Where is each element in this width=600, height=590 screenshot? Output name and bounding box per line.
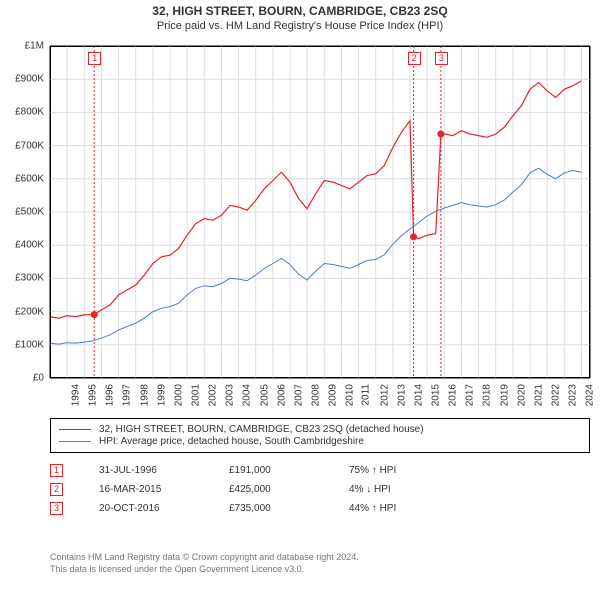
x-axis-label: 1997 bbox=[122, 384, 133, 406]
y-axis-label: £700K bbox=[0, 140, 44, 151]
x-axis-label: 2022 bbox=[550, 384, 561, 406]
legend-swatch bbox=[59, 441, 91, 442]
event-price: £191,000 bbox=[229, 465, 349, 476]
x-axis-label: 2000 bbox=[173, 384, 184, 406]
event-marker-3: 3 bbox=[435, 52, 448, 65]
x-axis-label: 2008 bbox=[310, 384, 321, 406]
y-axis-label: £100K bbox=[0, 339, 44, 350]
y-axis-label: £400K bbox=[0, 240, 44, 251]
legend-label: 32, HIGH STREET, BOURN, CAMBRIDGE, CB23 … bbox=[99, 424, 424, 435]
x-axis-label: 2004 bbox=[242, 384, 253, 406]
footer-line-2: This data is licensed under the Open Gov… bbox=[50, 564, 359, 576]
x-axis-label: 2018 bbox=[482, 384, 493, 406]
x-axis-label: 1999 bbox=[156, 384, 167, 406]
event-row-marker: 3 bbox=[50, 502, 63, 515]
legend-row: 32, HIGH STREET, BOURN, CAMBRIDGE, CB23 … bbox=[59, 424, 581, 435]
event-marker-1: 1 bbox=[88, 52, 101, 65]
x-axis-label: 2012 bbox=[379, 384, 390, 406]
event-date: 31-JUL-1996 bbox=[99, 465, 229, 476]
event-row: 2 16-MAR-2015£425,0004% ↓ HPI bbox=[50, 483, 469, 496]
x-axis-label: 2003 bbox=[225, 384, 236, 406]
x-axis-label: 2017 bbox=[465, 384, 476, 406]
event-pct: 75% ↑ HPI bbox=[349, 465, 469, 476]
event-row-marker: 2 bbox=[50, 483, 63, 496]
x-axis-label: 2016 bbox=[447, 384, 458, 406]
x-axis-label: 2001 bbox=[190, 384, 201, 406]
x-axis-label: 2024 bbox=[585, 384, 596, 406]
y-axis-label: £0 bbox=[0, 373, 44, 384]
x-axis-label: 2015 bbox=[430, 384, 441, 406]
x-axis-label: 2007 bbox=[293, 384, 304, 406]
x-axis-label: 2021 bbox=[533, 384, 544, 406]
event-pct: 4% ↓ HPI bbox=[349, 484, 469, 495]
legend-row: HPI: Average price, detached house, Sout… bbox=[59, 436, 581, 447]
y-axis-label: £200K bbox=[0, 306, 44, 317]
x-axis-label: 2005 bbox=[259, 384, 270, 406]
legend-swatch bbox=[59, 429, 91, 430]
x-axis-label: 2002 bbox=[207, 384, 218, 406]
x-axis-label: 2013 bbox=[396, 384, 407, 406]
x-axis-label: 1995 bbox=[87, 384, 98, 406]
y-axis-label: £600K bbox=[0, 173, 44, 184]
event-marker-2: 2 bbox=[408, 52, 421, 65]
y-axis-label: £300K bbox=[0, 273, 44, 284]
y-axis-label: £900K bbox=[0, 74, 44, 85]
x-axis-label: 2009 bbox=[327, 384, 338, 406]
event-row: 1 31-JUL-1996£191,00075% ↑ HPI bbox=[50, 464, 469, 477]
legend-box: 32, HIGH STREET, BOURN, CAMBRIDGE, CB23 … bbox=[50, 418, 590, 453]
x-axis-label: 2011 bbox=[361, 384, 372, 406]
event-row: 3 20-OCT-2016£735,00044% ↑ HPI bbox=[50, 502, 469, 515]
y-axis-label: £1M bbox=[0, 41, 44, 52]
x-axis-label: 1994 bbox=[70, 384, 81, 406]
x-axis-label: 2023 bbox=[567, 384, 578, 406]
x-axis-label: 2020 bbox=[516, 384, 527, 406]
x-axis-label: 2006 bbox=[276, 384, 287, 406]
event-pct: 44% ↑ HPI bbox=[349, 503, 469, 514]
event-price: £735,000 bbox=[229, 503, 349, 514]
x-axis-label: 2014 bbox=[413, 384, 424, 406]
events-table: 1 31-JUL-1996£191,00075% ↑ HPI 2 16-MAR-201… bbox=[50, 458, 469, 521]
footer-text: Contains HM Land Registry data © Crown c… bbox=[50, 552, 359, 575]
x-axis-label: 2010 bbox=[345, 384, 356, 406]
event-price: £425,000 bbox=[229, 484, 349, 495]
y-axis-label: £800K bbox=[0, 107, 44, 118]
event-date: 20-OCT-2016 bbox=[99, 503, 229, 514]
footer-line-1: Contains HM Land Registry data © Crown c… bbox=[50, 552, 359, 564]
event-row-marker: 1 bbox=[50, 464, 63, 477]
event-date: 16-MAR-2015 bbox=[99, 484, 229, 495]
x-axis-label: 1996 bbox=[105, 384, 116, 406]
y-axis-label: £500K bbox=[0, 207, 44, 218]
legend-label: HPI: Average price, detached house, Sout… bbox=[99, 436, 364, 447]
x-axis-label: 1998 bbox=[139, 384, 150, 406]
x-axis-label: 2019 bbox=[499, 384, 510, 406]
